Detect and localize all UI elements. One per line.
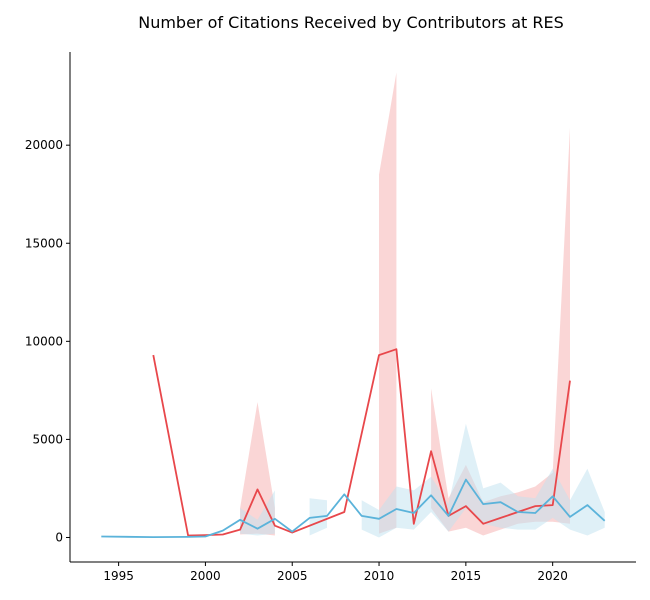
series-2-band-3 xyxy=(361,423,605,538)
series-1-band-3 xyxy=(431,127,570,536)
series-1-band-2 xyxy=(379,72,397,534)
y-tick-label: 20000 xyxy=(25,138,63,152)
chart-title: Number of Citations Received by Contribu… xyxy=(138,13,564,32)
y-tick-label: 0 xyxy=(55,530,63,544)
x-tick-label: 2005 xyxy=(277,569,308,583)
series-2-line xyxy=(101,478,606,538)
x-tick-label: 2020 xyxy=(537,569,568,583)
series-1-band-1 xyxy=(240,402,275,536)
confidence-bands xyxy=(240,72,605,538)
x-tick-label: 1995 xyxy=(103,569,134,583)
x-tick-label: 2015 xyxy=(451,569,482,583)
y-tick-label: 5000 xyxy=(32,432,63,446)
series-lines xyxy=(101,348,606,538)
x-tick-label: 2000 xyxy=(190,569,221,583)
x-tick-label: 2010 xyxy=(364,569,395,583)
axes: 1995 2000 2005 2010 2015 2020 0 5000 10000 15000 2… xyxy=(25,52,636,583)
y-tick-label: 15000 xyxy=(25,236,63,250)
series-1-line xyxy=(152,348,571,537)
y-tick-label: 10000 xyxy=(25,334,63,348)
